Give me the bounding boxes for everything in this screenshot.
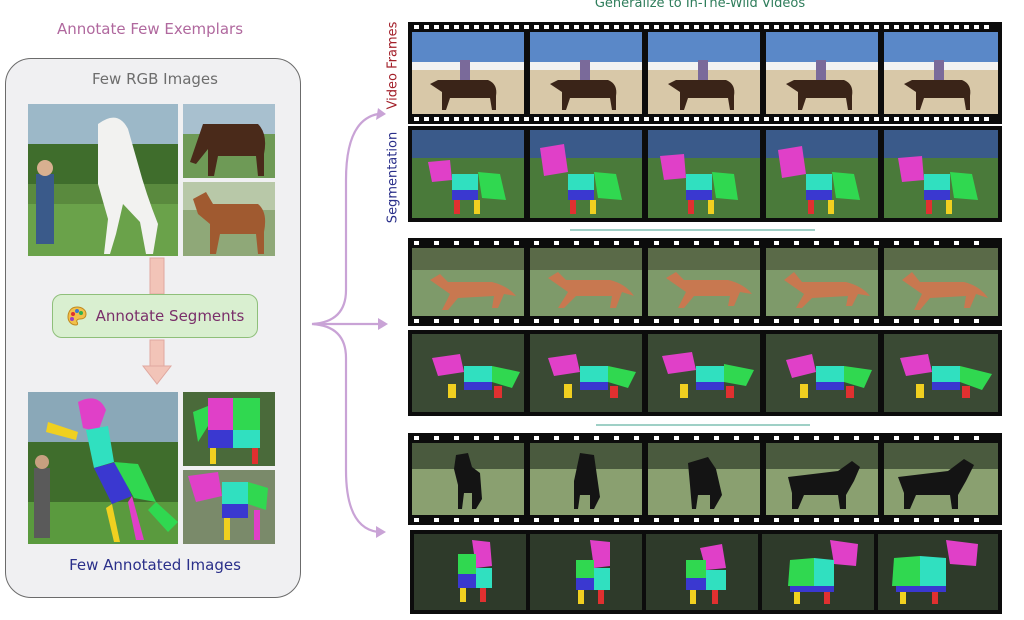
rgb-images [28,104,275,256]
annotated-image-grazing-horse [183,392,275,466]
segmentation-frame-1-5 [884,130,998,218]
video-frame-1-1 [412,32,524,114]
video-frame-1-3 [648,32,760,114]
rgb-image-chestnut-horse [183,182,275,256]
segmentation-frame-2-3 [648,334,760,412]
segmentation-frame-1-4 [766,130,878,218]
video-frame-1-4 [766,32,878,114]
video-frame-3-4 [766,443,878,515]
video-frame-1-5 [884,32,998,114]
group-separator-1 [570,229,815,231]
video-frame-3-1 [412,443,524,515]
segmentation-frame-2-5 [884,334,998,412]
generalize-bracket [311,108,388,538]
rgb-image-grazing-horse [183,104,275,178]
segmentation-strip-3 [410,530,1002,614]
segmentation-frame-1-2 [530,130,642,218]
video-frame-2-2 [530,248,642,316]
video-frame-2-5 [884,248,998,316]
annotate-segments-box: Annotate Segments [52,294,258,338]
video-strip-1 [408,22,1002,124]
video-frame-2-1 [412,248,524,316]
left-section-title: Annotate Few Exemplars [56,20,244,38]
arrow-up-icon [376,108,386,120]
segmentation-frame-2-4 [766,334,878,412]
right-section-title: Generalize to In-The-Wild Videos [594,0,806,11]
video-frame-3-5 [884,443,998,515]
annotated-images [28,392,275,544]
panel-header: Few RGB Images [92,70,218,88]
segmentation-frame-1-1 [412,130,524,218]
video-frame-2-4 [766,248,878,316]
rgb-image-rearing-horse [28,104,178,256]
segmentation-frame-3-3 [646,534,758,610]
segmentation-frame-3-1 [414,534,526,610]
row-label-segmentation: Segmentation [385,131,401,224]
panel-footer: Few Annotated Images [69,556,241,574]
video-frame-1-2 [530,32,642,114]
annotate-segments-label: Annotate Segments [95,307,245,325]
segmentation-frame-2-1 [412,334,524,412]
segmentation-frame-3-5 [878,534,998,610]
video-frame-3-2 [530,443,642,515]
segmentation-frame-3-2 [530,534,642,610]
palette-icon [67,306,87,326]
annotated-image-rearing-horse [28,392,178,544]
annotated-image-chestnut-horse [183,470,275,544]
video-frame-3-3 [648,443,760,515]
video-frame-2-3 [648,248,760,316]
segmentation-frame-3-4 [762,534,874,610]
video-strip-3 [408,433,1002,525]
segmentation-frame-2-2 [530,334,642,412]
row-label-video-frames: Video Frames [385,21,401,110]
segmentation-strip-2 [408,330,1002,416]
group-separator-2 [596,424,810,426]
video-strip-2 [408,238,1002,326]
down-arrow-icon [141,365,173,385]
flow-connectors [141,257,173,385]
arrow-down-icon [376,526,386,538]
segmentation-frame-1-3 [648,130,760,218]
segmentation-strip-1 [408,126,1002,222]
arrow-right-icon [378,318,388,330]
